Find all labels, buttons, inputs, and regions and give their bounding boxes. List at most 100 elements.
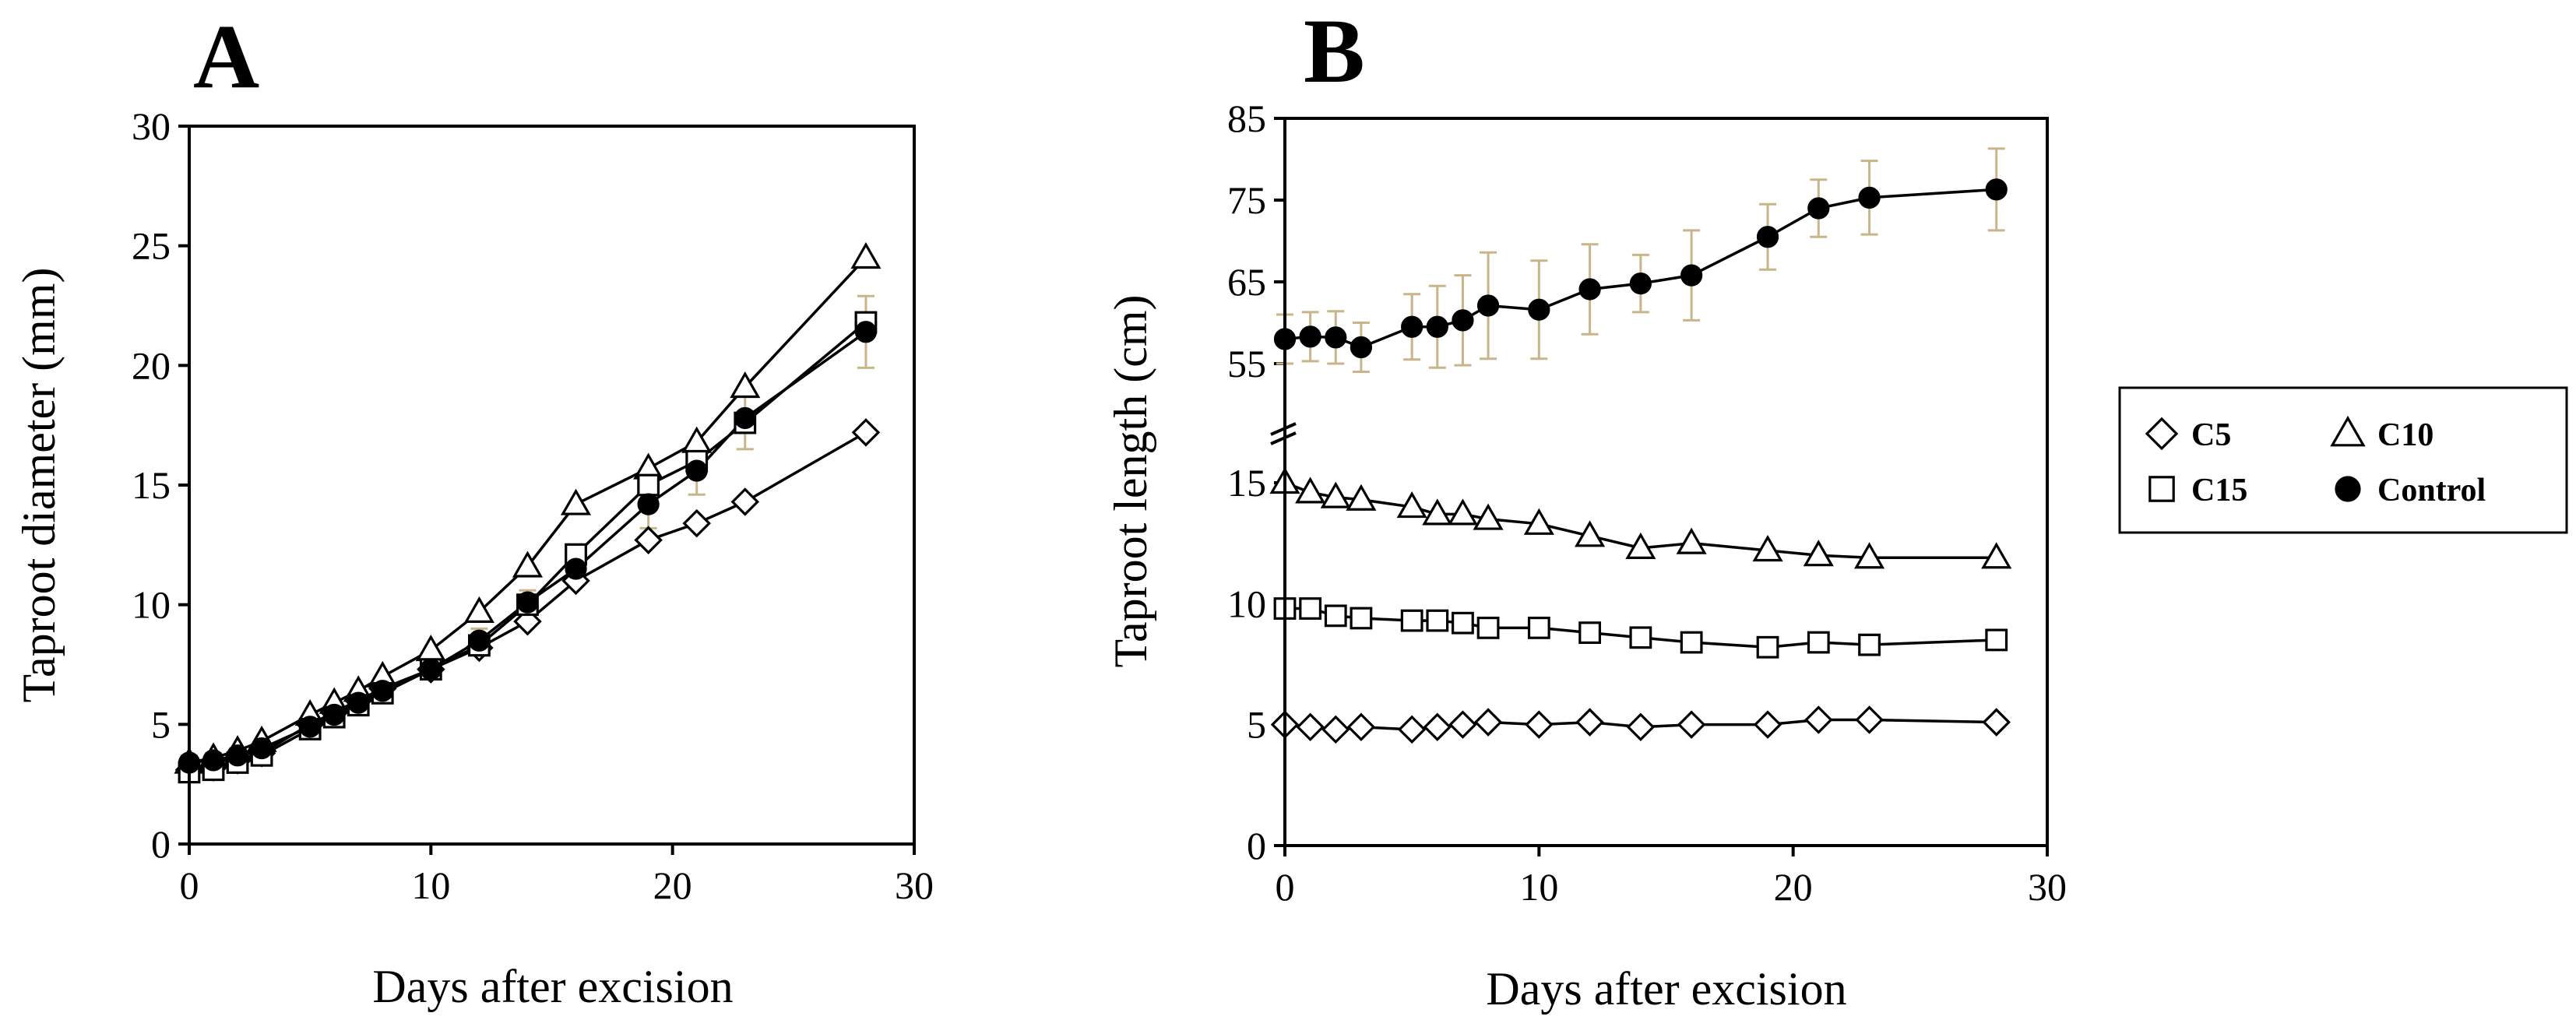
- panel-a-control-point: [468, 629, 491, 652]
- panel-a-control-point: [420, 658, 442, 681]
- panel-a-x-axis-title: Days after excision: [372, 961, 733, 1012]
- panel-b-c15-point: [1476, 616, 1500, 639]
- panel-a-c10-line: [188, 256, 867, 765]
- legend: C5 C10 C15 Control: [2118, 386, 2568, 534]
- panel-b-c5-point: [1321, 715, 1350, 744]
- panel-a-y-tick-label: 25: [132, 224, 171, 268]
- panel-a-y-tick-label: 15: [132, 463, 171, 507]
- panel-a-c10-point: [850, 242, 882, 269]
- panel-b-x-tick-label: 10: [1519, 865, 1558, 909]
- panel-a-c10-point: [730, 371, 761, 399]
- panel-b-c10-point: [1346, 484, 1377, 511]
- panel-b-c15-point: [1680, 631, 1703, 654]
- panel-b-c5-point: [1677, 710, 1706, 739]
- panel-b-c10-point: [1422, 498, 1453, 526]
- panel-b-x-tick-label: 30: [2028, 865, 2067, 909]
- panel-b-control-point: [1756, 226, 1779, 248]
- panel-b-control-point: [1985, 178, 2008, 201]
- panel-b-control-point: [1476, 294, 1500, 317]
- panel-a-control-point: [347, 691, 370, 714]
- panel-a-frame: [188, 125, 916, 846]
- panel-b-c15-point: [1985, 628, 2008, 652]
- panel-a-control-point: [371, 680, 394, 702]
- panel-b-c5-point: [1473, 708, 1503, 737]
- panel-b-c10-point: [1803, 540, 1834, 567]
- panel-a-c5-point: [682, 508, 711, 538]
- panel-a-c15-line: [188, 321, 867, 774]
- panel-b-c5-point: [1397, 715, 1427, 744]
- panel-b-c15-point: [1756, 635, 1779, 659]
- legend-item-control: Control: [2335, 473, 2486, 508]
- panel-b-c10-point: [1676, 527, 1707, 554]
- panel-b-c5-point: [1575, 708, 1604, 737]
- axis-break-marker: [1270, 422, 1297, 445]
- panel-b-control-point: [1401, 315, 1423, 338]
- panel-a-c5-point: [730, 487, 760, 516]
- panel-b-control-point: [1680, 264, 1703, 287]
- legend-box: [2118, 386, 2568, 534]
- panel-a-control-line: [188, 330, 867, 765]
- legend-c5-label: C5: [2191, 417, 2231, 453]
- panel-b-y-tick-label: 15: [1227, 461, 1266, 505]
- panel-b-c15-point: [1324, 604, 1347, 628]
- panel-b-c10-point: [1295, 477, 1326, 504]
- panel-b-y-tick-label: 0: [1247, 824, 1266, 867]
- panel-a-c10-point: [415, 635, 446, 662]
- legend-control-marker: [2335, 476, 2361, 502]
- panel-b-c5-point: [1346, 712, 1376, 742]
- panel-b-y-tick-label: 5: [1247, 703, 1266, 747]
- panel-a: A 0 10 20 30 0 5 10 15 20 25 30 Days after excisio…: [13, 5, 934, 1012]
- panel-b-c5-point: [1296, 712, 1325, 742]
- panel-b-x-tick-label: 20: [1774, 865, 1813, 909]
- panel-a-x-tick-label: 30: [895, 863, 934, 907]
- panel-a-c5-point: [851, 418, 881, 447]
- legend-item-c10: C10: [2330, 415, 2433, 453]
- panel-a-control-point: [226, 744, 249, 767]
- panel-b-y-tick-label: 55: [1227, 342, 1266, 385]
- panel-b-plot: 0 10 20 30 0 5 10 15 55 65 75 85: [1227, 97, 2067, 909]
- panel-a-control-point: [854, 321, 878, 343]
- panel-a-plot: 0 10 20 30 0 5 10 15 20 25 30: [132, 104, 934, 907]
- panel-a-y-axis-title: Taproot diameter (mm): [13, 268, 65, 703]
- panel-b-c15-point: [1426, 609, 1449, 632]
- panel-a-label: A: [193, 5, 259, 107]
- panel-b: B 0 10 20 30 0 5 10 15 55 65 75 85 Days after excis…: [1105, 0, 2067, 1015]
- panel-b-c5-point: [1753, 710, 1782, 739]
- panel-a-x-tick-label: 20: [653, 863, 692, 907]
- panel-b-control-point: [1350, 336, 1373, 359]
- legend-c5-marker: [2145, 417, 2179, 451]
- panel-b-c5-point: [1423, 712, 1452, 742]
- panel-a-control-point: [516, 591, 539, 614]
- panel-a-c10-point: [512, 550, 544, 578]
- panel-b-c10-point: [1981, 542, 2012, 569]
- panel-b-control-point: [1858, 186, 1881, 209]
- panel-b-control-point: [1426, 315, 1448, 338]
- panel-a-control-point: [734, 406, 756, 430]
- panel-b-y-tick-label: 65: [1227, 260, 1266, 304]
- panel-a-y-tick-label: 0: [151, 822, 171, 866]
- panel-b-c10-line: [1284, 481, 1997, 560]
- panel-b-x-axis-title: Days after excision: [1486, 963, 1846, 1015]
- legend-c10-label: C10: [2377, 417, 2433, 453]
- panel-a-y-tick-label: 10: [132, 583, 171, 627]
- panel-b-c10-point: [1752, 534, 1783, 562]
- panel-b-c10-point: [1320, 481, 1351, 508]
- panel-b-c10-point: [1625, 532, 1656, 559]
- panel-b-c15-point: [1527, 616, 1550, 639]
- panel-a-x-tick-label: 10: [411, 863, 450, 907]
- panel-b-c5-point: [1448, 710, 1477, 739]
- panel-a-c15-point: [637, 473, 660, 497]
- panel-b-control-line: [1284, 188, 1997, 349]
- panel-a-c5-point: [634, 526, 663, 554]
- panel-b-frame: [1283, 117, 2049, 847]
- panel-b-c5-point: [1982, 708, 2011, 737]
- panel-b-c10-point: [1575, 520, 1606, 547]
- panel-a-control-point: [250, 737, 273, 760]
- legend-item-c15: C15: [2148, 473, 2247, 508]
- panel-a-x-tick-label: 0: [180, 863, 199, 907]
- panel-a-y-tick-label: 20: [132, 343, 171, 387]
- panel-a-control-point: [323, 703, 346, 726]
- panel-a-control-point: [565, 557, 587, 580]
- panel-b-c5-point: [1525, 710, 1554, 739]
- panel-b-control-point: [1299, 325, 1321, 348]
